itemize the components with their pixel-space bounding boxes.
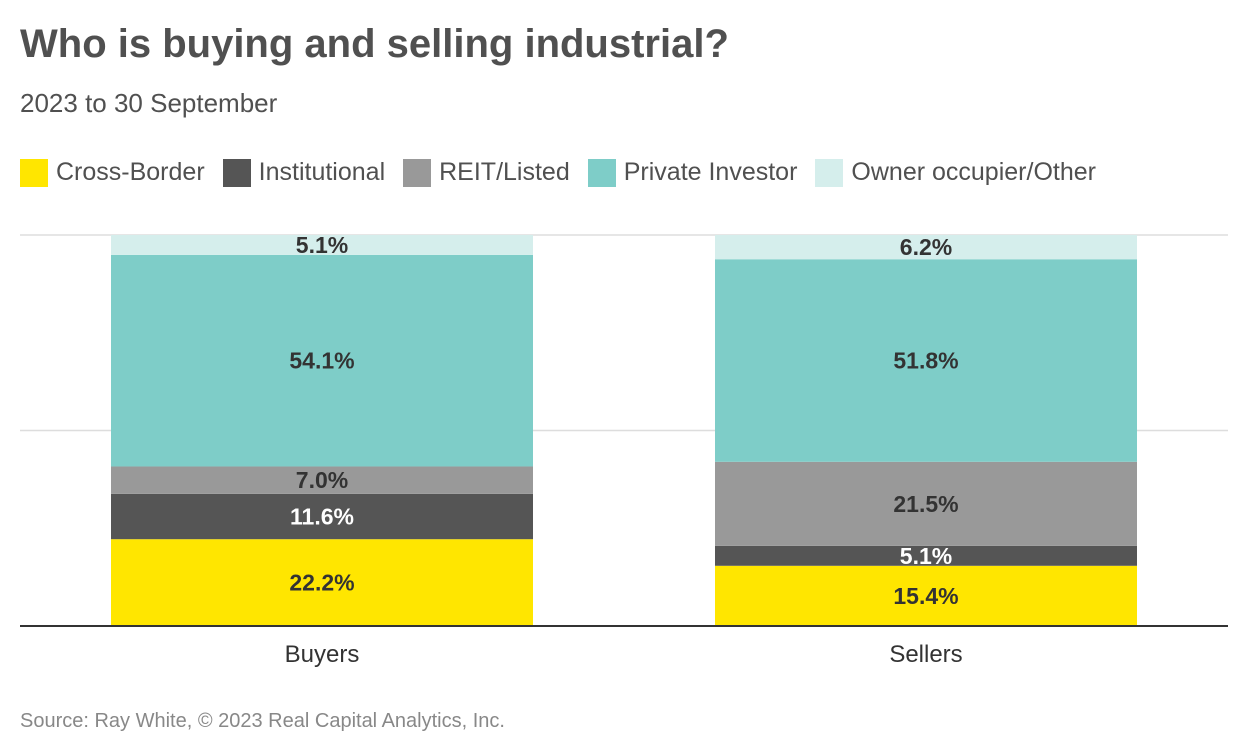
legend-swatch-cross-border — [20, 158, 48, 187]
data-label: 6.2% — [900, 234, 952, 260]
bar-segment — [111, 235, 533, 255]
legend-item-private-investor: Private Investor — [587, 158, 798, 187]
bar-segment — [111, 254, 533, 467]
legend-label-owner-occupier: Owner occupier/Other — [851, 158, 1096, 186]
legend-label-cross-border: Cross-Border — [56, 158, 205, 186]
legend-swatch-institutional — [222, 158, 251, 187]
legend-swatch-private-investor — [587, 158, 616, 187]
legend-swatch-reit-listed — [403, 158, 432, 187]
data-label: 7.0% — [296, 467, 348, 493]
stacked-bar-chart: 22.2% 11.6% 7.0% 54.1% 5.1% Buyers 15.4% 5.1% 21… — [20, 232, 1228, 668]
x-tick-label: Buyers — [285, 641, 360, 668]
data-label: 22.2% — [289, 570, 354, 596]
bar-segment — [715, 259, 1137, 462]
chart-subtitle: 2023 to 30 September — [20, 88, 278, 118]
legend-swatch-owner-occupier — [815, 158, 844, 187]
legend-label-reit-listed: REIT/Listed — [439, 158, 570, 186]
data-label: 21.5% — [893, 491, 958, 517]
bar-segment — [715, 461, 1137, 546]
x-tick-label: Sellers — [889, 641, 962, 668]
data-label: 5.1% — [296, 232, 348, 258]
data-label: 15.4% — [893, 583, 958, 609]
bar-segment — [715, 565, 1137, 626]
bar-segment — [715, 235, 1137, 260]
bar-segment — [111, 539, 533, 626]
legend-item-cross-border: Cross-Border — [20, 158, 205, 187]
data-label: 54.1% — [289, 348, 354, 374]
legend-label-institutional: Institutional — [258, 158, 386, 186]
bar-segment — [111, 466, 533, 494]
legend: Cross-Border Institutional REIT/Listed P… — [20, 158, 1114, 187]
legend-item-owner-occupier: Owner occupier/Other — [815, 158, 1096, 187]
data-label: 5.1% — [900, 543, 952, 569]
legend-label-private-investor: Private Investor — [623, 158, 798, 186]
data-label: 51.8% — [893, 348, 958, 374]
data-label: 11.6% — [290, 504, 354, 530]
bar-segment — [715, 545, 1137, 566]
legend-item-reit-listed: REIT/Listed — [403, 158, 570, 187]
bar-segment — [111, 493, 533, 540]
chart-title: Who is buying and selling industrial? — [20, 22, 729, 66]
legend-item-institutional: Institutional — [222, 158, 386, 187]
source-note: Source: Ray White, © 2023 Real Capital A… — [20, 710, 505, 732]
